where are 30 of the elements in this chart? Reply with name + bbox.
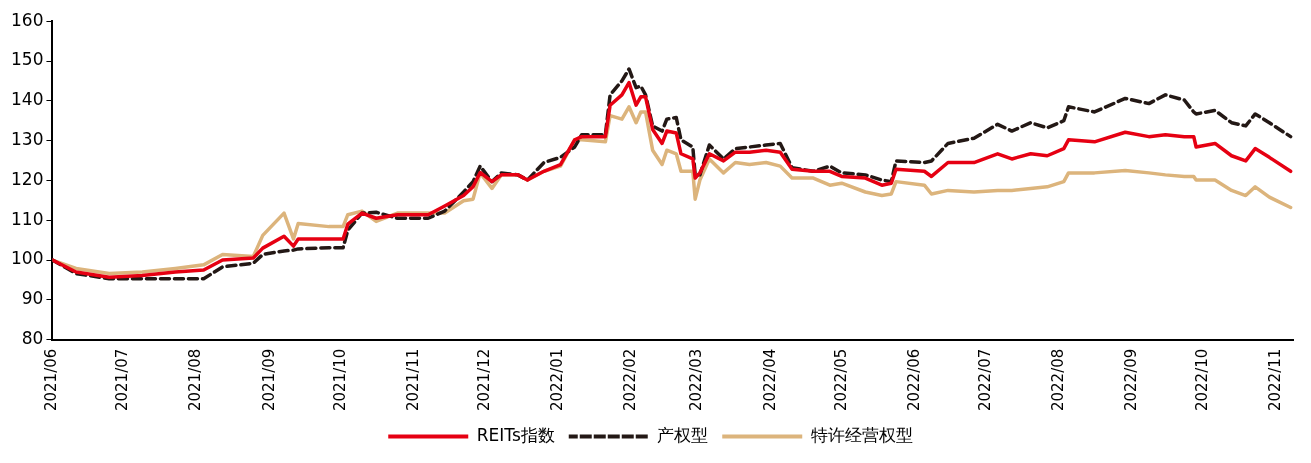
x-tick-label: 2021/07 <box>113 348 132 412</box>
x-tick-label: 2021/10 <box>330 348 349 412</box>
x-tick-label: 2021/06 <box>42 348 61 412</box>
x-tick-label: 2021/11 <box>403 348 422 412</box>
x-tick-label: 2022/11 <box>1266 348 1285 412</box>
y-tick-label: 80 <box>21 328 44 349</box>
x-tick-label: 2022/06 <box>904 348 923 412</box>
legend-label: REITs指数 <box>476 424 555 445</box>
x-tick-label: 2022/08 <box>1048 348 1067 412</box>
y-tick-label: 130 <box>10 129 44 150</box>
x-tick-label: 2022/07 <box>975 348 994 412</box>
x-tick-label: 2022/02 <box>621 348 640 412</box>
x-tick-label: 2021/12 <box>474 348 493 412</box>
x-tick-label: 2022/09 <box>1122 348 1141 412</box>
y-tick-label: 140 <box>10 89 44 110</box>
y-tick-label: 90 <box>21 288 44 309</box>
x-tick-label: 2021/09 <box>259 348 278 412</box>
x-tick-label: 2022/03 <box>687 348 706 412</box>
legend-label: 特许经营权型 <box>810 424 913 445</box>
x-tick-label: 2022/05 <box>831 348 850 412</box>
y-tick-label: 100 <box>10 248 44 269</box>
legend-label: 产权型 <box>657 424 709 445</box>
y-tick-label: 160 <box>10 9 44 30</box>
y-tick-label: 150 <box>10 49 44 70</box>
x-tick-label: 2022/01 <box>548 348 567 412</box>
x-tick-label: 2022/04 <box>760 348 779 412</box>
x-tick-label: 2021/08 <box>186 348 205 412</box>
y-tick-label: 120 <box>10 168 44 189</box>
x-tick-label: 2022/10 <box>1193 348 1212 412</box>
y-tick-label: 110 <box>10 208 44 229</box>
